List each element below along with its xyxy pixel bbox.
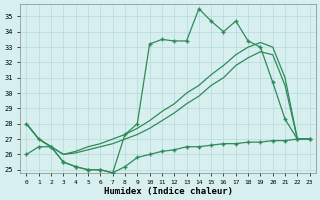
X-axis label: Humidex (Indice chaleur): Humidex (Indice chaleur) bbox=[104, 187, 233, 196]
